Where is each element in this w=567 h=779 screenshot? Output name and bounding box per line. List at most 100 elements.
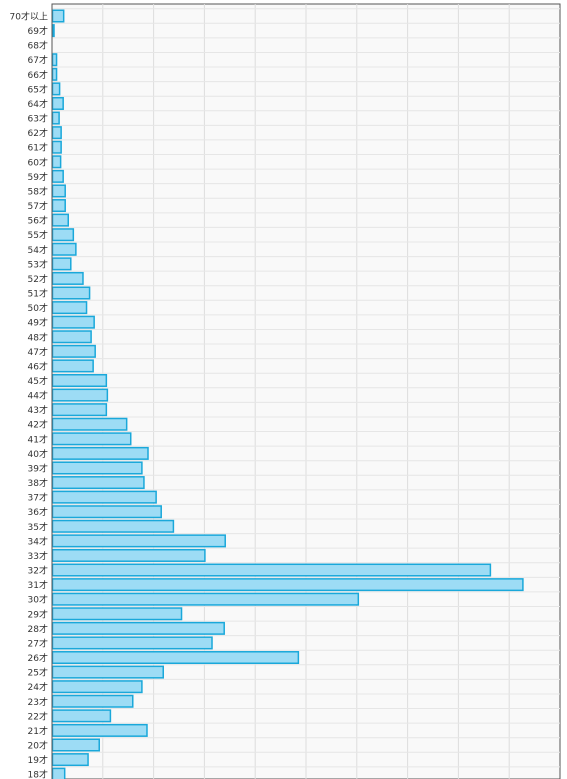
- category-tick-label: 21才: [28, 725, 48, 737]
- bar: [51, 767, 66, 779]
- bar: [51, 228, 75, 242]
- category-tick-label: 30才: [28, 594, 48, 606]
- bar: [51, 388, 109, 402]
- category-tick-label: 45才: [28, 375, 48, 387]
- bar: [51, 111, 60, 125]
- category-tick-label: 28才: [28, 623, 48, 635]
- bar: [51, 169, 64, 183]
- bar: [51, 563, 492, 577]
- category-tick-label: 24才: [28, 681, 48, 693]
- bar: [51, 257, 72, 271]
- bar: [51, 592, 360, 606]
- category-tick-label: 69才: [28, 25, 48, 37]
- bar: [51, 271, 84, 285]
- category-tick-label: 39才: [28, 462, 48, 474]
- category-tick-label: 43才: [28, 404, 48, 416]
- bar: [51, 694, 134, 708]
- category-tick-label: 29才: [28, 608, 48, 620]
- category-tick-label: 40才: [28, 448, 48, 460]
- category-tick-label: 23才: [28, 696, 48, 708]
- category-tick-label: 68才: [28, 40, 48, 52]
- bar: [51, 403, 108, 417]
- category-tick-label: 18才: [28, 769, 48, 779]
- bar: [51, 505, 162, 519]
- bar: [51, 651, 300, 665]
- category-tick-label: 44才: [28, 390, 48, 402]
- category-tick-label: 67才: [28, 54, 48, 66]
- category-tick-label: 63才: [28, 113, 48, 125]
- category-tick-label: 42才: [28, 419, 48, 431]
- bar: [51, 723, 148, 737]
- bar: [51, 67, 58, 81]
- bar: [51, 548, 206, 562]
- category-tick-label: 36才: [28, 506, 48, 518]
- bar: [51, 432, 132, 446]
- category-tick-label: 55才: [28, 229, 48, 241]
- category-tick-label: 37才: [28, 492, 48, 504]
- bar: [51, 199, 66, 213]
- category-tick-label: 62才: [28, 127, 48, 139]
- bar: [51, 126, 62, 140]
- category-tick-label: 50才: [28, 302, 48, 314]
- category-tick-label: 25才: [28, 667, 48, 679]
- bar: [51, 607, 183, 621]
- bar: [51, 359, 94, 373]
- category-tick-label: 54才: [28, 244, 48, 256]
- bar: [51, 344, 96, 358]
- bar: [51, 184, 66, 198]
- bar: [51, 578, 524, 592]
- category-tick-label: 51才: [28, 288, 48, 300]
- category-tick-label: 70才以上: [10, 11, 48, 23]
- category-tick-label: 31才: [28, 579, 48, 591]
- bar: [51, 490, 157, 504]
- bar: [51, 636, 213, 650]
- category-tick-label: 64才: [28, 98, 48, 110]
- category-tick-labels: 70才以上 69才 68才 67才 66才 65才 64才 63才 62才 61才 60才 59才 58…: [10, 11, 48, 779]
- bar: [51, 242, 77, 256]
- category-tick-label: 59才: [28, 171, 48, 183]
- category-tick-label: 26才: [28, 652, 48, 664]
- category-tick-label: 34才: [28, 535, 48, 547]
- bar: [51, 53, 58, 67]
- bar: [51, 96, 64, 110]
- gridlines: [52, 4, 560, 779]
- bar: [51, 446, 149, 460]
- bar: [51, 680, 143, 694]
- category-tick-label: 32才: [28, 565, 48, 577]
- category-tick-label: 60才: [28, 156, 48, 168]
- bar: [51, 534, 226, 548]
- bar: [51, 738, 100, 752]
- bar: [51, 374, 108, 387]
- category-tick-label: 27才: [28, 637, 48, 649]
- category-tick-label: 47才: [28, 346, 48, 358]
- category-tick-label: 52才: [28, 273, 48, 285]
- category-tick-label: 48才: [28, 331, 48, 343]
- category-tick-label: 66才: [28, 69, 48, 81]
- bar: [51, 753, 89, 767]
- category-tick-label: 61才: [28, 142, 48, 154]
- bar: [51, 519, 175, 533]
- category-tick-label: 57才: [28, 200, 48, 212]
- category-tick-label: 49才: [28, 317, 48, 329]
- category-tick-label: 33才: [28, 550, 48, 562]
- category-tick-label: 22才: [28, 710, 48, 722]
- bar: [51, 461, 143, 475]
- category-tick-label: 41才: [28, 433, 48, 445]
- category-tick-label: 56才: [28, 215, 48, 227]
- bar: [51, 621, 225, 635]
- category-tick-label: 35才: [28, 521, 48, 533]
- category-tick-label: 20才: [28, 740, 48, 752]
- bar: [51, 301, 88, 315]
- bar: [51, 709, 112, 723]
- bar: [51, 140, 62, 154]
- bar: [51, 82, 61, 96]
- category-tick-label: 58才: [28, 185, 48, 197]
- bar: [51, 665, 164, 679]
- category-tick-label: 46才: [28, 360, 48, 372]
- category-tick-label: 65才: [28, 83, 48, 95]
- bar: [51, 9, 65, 23]
- bar: [51, 417, 128, 431]
- bar: [51, 155, 62, 169]
- bar: [51, 476, 145, 490]
